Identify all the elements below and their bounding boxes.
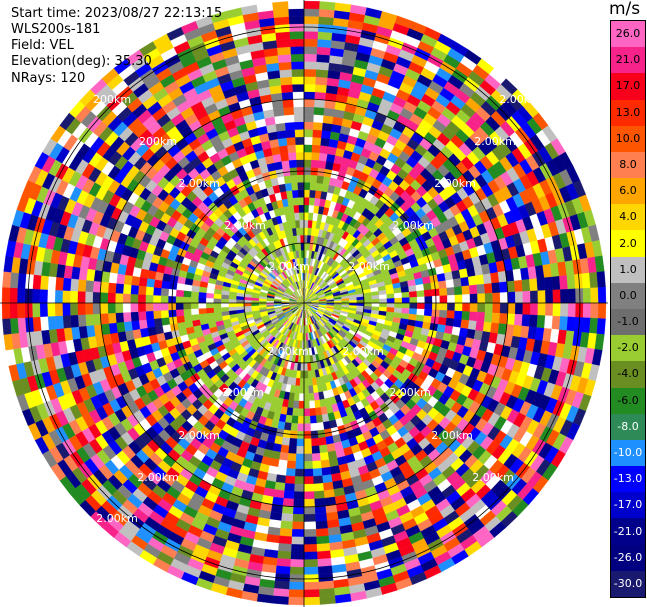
ring-distance-label: 2.00km: [431, 429, 473, 442]
colorbar-segment: [611, 439, 645, 467]
colorbar-segment: [611, 204, 645, 231]
ring-distance-label: 2.00km: [434, 177, 476, 190]
colorbar-segment: [611, 544, 645, 572]
ring-distance-label: 2.00km: [222, 386, 264, 399]
colorbar-label: -1.0: [617, 315, 639, 329]
colorbar-segment: [611, 466, 645, 493]
colorbar-label: -13.0: [613, 472, 643, 486]
colorbar-label: 26.0: [615, 27, 641, 41]
colorbar-label: 6.0: [619, 184, 637, 198]
colorbar-segment: [611, 335, 645, 362]
colorbar-segment: [611, 73, 645, 101]
colorbar-label: 10.0: [615, 131, 641, 145]
colorbar-label: 4.0: [619, 210, 637, 224]
colorbar-segment: [611, 230, 645, 258]
colorbar-label: -4.0: [617, 367, 639, 381]
ring-distance-label: 2.00km: [178, 177, 220, 190]
ring-distance-label: 2.00km: [392, 219, 434, 232]
colorbar-label: -26.0: [613, 550, 643, 564]
colorbar-label: -21.0: [613, 524, 643, 538]
ring-distance-label: 2.00km: [474, 135, 516, 148]
colorbar-label: 17.0: [615, 79, 641, 93]
colorbar-label: 21.0: [615, 53, 641, 67]
colorbar-segment: [611, 47, 645, 74]
ring-labels: 200km 200km 2.00km 2.00km 2.00km 2.00km 2.00km…: [93, 93, 541, 525]
ring-distance-label: 2.00km: [267, 345, 309, 358]
colorbar-segment: [611, 309, 645, 336]
nrays-text: NRays: 120: [11, 71, 86, 86]
colorbar-label: 13.0: [615, 105, 641, 119]
colorbar-segment: [611, 21, 645, 48]
colorbar-label: -8.0: [617, 419, 639, 433]
colorbar-label: -2.0: [617, 341, 639, 355]
colorbar-segment: [611, 492, 645, 519]
colorbar-segment: [611, 178, 645, 205]
ring-distance-label: 2.00km: [472, 471, 514, 484]
ring-distance-label: 2.00km: [348, 260, 390, 273]
range-rings: [0, 0, 608, 607]
colorbar-segment: [611, 361, 645, 389]
colorbar-segment: [611, 413, 645, 441]
ring-distance-label: 2.00km: [268, 260, 310, 273]
colorbar-segment: [611, 387, 645, 415]
colorbar-unit: m/s: [609, 0, 641, 19]
colorbar-segment: [611, 518, 645, 546]
ring-distance-label: 2.00km: [137, 471, 179, 484]
ring-distance-label: 2.00km: [342, 345, 384, 358]
ring-distance-label: 2.00km: [499, 93, 541, 106]
colorbar-segment: [611, 570, 645, 598]
colorbar-label: -6.0: [617, 393, 639, 407]
ring-distance-label: 200km: [139, 135, 177, 148]
colorbar-segment: [611, 282, 645, 310]
colorbar-label: -17.0: [613, 498, 643, 512]
colorbar-label: 2.0: [619, 236, 637, 250]
ring-distance-label: 200km: [93, 93, 131, 106]
ring-distance-label: 2.00km: [178, 429, 220, 442]
colorbar-segment: [611, 99, 645, 127]
instrument-text: WLS200s-181: [11, 22, 101, 37]
colorbar: 26.0 21.0 17.0 13.0 10.0 8.0 6.0 4.0 2.0 1.0 0.0 -1…: [610, 20, 646, 598]
start-time-text: Start time: 2023/08/27 22:13:15: [11, 6, 223, 21]
field-text: Field: VEL: [11, 38, 74, 53]
colorbar-segment: [611, 125, 645, 153]
colorbar-label: -10.0: [613, 446, 643, 459]
ring-distance-label: 2.00km: [224, 219, 266, 232]
colorbar-segment: [611, 151, 645, 179]
ring-distance-label: 2.00km: [96, 512, 138, 525]
colorbar-label: 8.0: [619, 158, 637, 171]
colorbar-label: -30.0: [613, 576, 643, 590]
colorbar-label: 1.0: [619, 262, 637, 276]
elevation-text: Elevation(deg): 35.30: [11, 54, 152, 69]
ring-distance-label: 2.00km: [389, 386, 431, 399]
colorbar-label: 0.0: [619, 288, 637, 302]
colorbar-segment: [611, 256, 645, 284]
